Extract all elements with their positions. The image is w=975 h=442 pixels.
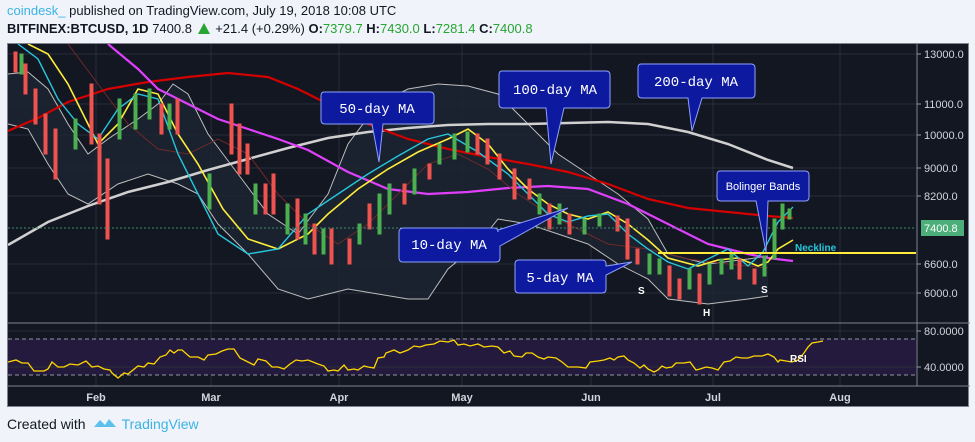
chart-container[interactable]: S H S Neckline 50-day MA 100-day MA 200-… (7, 43, 970, 408)
callout-200day-text: 200-day MA (654, 75, 739, 91)
price-change: +21.4 (+0.29%) (215, 21, 305, 36)
callout-5day[interactable]: 5-day MA (514, 259, 633, 294)
close-label: C: (479, 21, 493, 36)
published-text: published on TradingView.com, July 19, 2… (65, 3, 397, 18)
svg-text:Feb: Feb (86, 392, 106, 404)
svg-text:Apr: Apr (330, 392, 350, 404)
callout-100day[interactable]: 100-day MA (498, 70, 611, 165)
symbol-name: BITFINEX:BTCUSD, 1D (7, 21, 149, 36)
ma200-line (8, 120, 794, 247)
callout-50day-text: 50-day MA (339, 102, 415, 118)
open-label: O: (308, 21, 323, 36)
svg-text:May: May (451, 392, 473, 404)
publish-info: coindesk_ published on TradingView.com, … (7, 3, 396, 18)
tradingview-logo-icon[interactable] (93, 416, 116, 432)
last-price: 7400.8 (152, 21, 192, 36)
svg-text:40.0000: 40.0000 (924, 362, 964, 374)
svg-text:8200.0: 8200.0 (924, 191, 958, 203)
tradingview-link[interactable]: TradingView (121, 416, 199, 432)
svg-text:7400.8: 7400.8 (924, 223, 958, 235)
svg-text:80.0000: 80.0000 (924, 326, 964, 338)
bollinger-upper (8, 71, 769, 265)
svg-text:Aug: Aug (829, 392, 850, 404)
price-axis[interactable]: 13000.0 11000.0 10000.0 9000.0 8200.0 66… (917, 49, 964, 300)
high-value: 7430.0 (380, 21, 420, 36)
callout-bollinger-text: Bolinger Bands (726, 181, 801, 193)
callout-50day[interactable]: 50-day MA (320, 91, 435, 163)
callout-100day-text: 100-day MA (513, 83, 598, 99)
footer: Created with TradingView (7, 416, 199, 432)
callout-10day-text: 10-day MA (411, 238, 487, 254)
time-axis[interactable]: Feb Mar Apr May Jun Jul Aug (86, 392, 850, 404)
svg-text:6600.0: 6600.0 (924, 259, 958, 271)
svg-text:6000.0: 6000.0 (924, 288, 958, 300)
shoulder-left-label: S (638, 286, 645, 297)
svg-text:Mar: Mar (201, 392, 221, 404)
up-arrow-icon (197, 23, 210, 34)
low-label: L: (423, 21, 436, 36)
rsi-axis[interactable]: 80.0000 40.0000 (917, 326, 964, 374)
close-value: 7400.8 (492, 21, 533, 36)
svg-text:13000.0: 13000.0 (924, 49, 964, 61)
head-label: H (703, 308, 710, 319)
svg-text:10000.0: 10000.0 (924, 130, 964, 142)
svg-text:Jun: Jun (581, 392, 601, 404)
svg-text:Jul: Jul (705, 392, 721, 404)
current-price-badge: 7400.8 (921, 220, 964, 236)
rsi-line (8, 339, 824, 379)
svg-text:11000.0: 11000.0 (924, 99, 963, 111)
candles (13, 51, 792, 305)
low-value: 7281.4 (435, 21, 476, 36)
callout-10day[interactable]: 10-day MA (398, 207, 569, 263)
high-label: H: (366, 21, 381, 36)
shoulder-right-label: S (761, 285, 768, 296)
ma100-line (8, 71, 794, 220)
open-value: 7379.7 (322, 21, 363, 36)
ma10-line (27, 44, 794, 267)
svg-text:9000.0: 9000.0 (924, 163, 958, 175)
neckline-label: Neckline (795, 243, 837, 254)
rsi-pane[interactable]: RSI (8, 330, 916, 379)
callout-200day[interactable]: 200-day MA (637, 63, 756, 132)
price-chart[interactable]: S H S Neckline 50-day MA 100-day MA 200-… (8, 44, 970, 408)
symbol-legend: BITFINEX:BTCUSD, 1D 7400.8 +21.4 (+0.29%… (7, 21, 533, 36)
publisher-link[interactable]: coindesk_ (7, 3, 66, 18)
created-with-text: Created with (7, 416, 86, 432)
callout-5day-text: 5-day MA (526, 271, 594, 287)
rsi-label: RSI (790, 354, 807, 365)
callout-bollinger[interactable]: Bolinger Bands (716, 170, 810, 253)
ma50-line (107, 44, 794, 263)
